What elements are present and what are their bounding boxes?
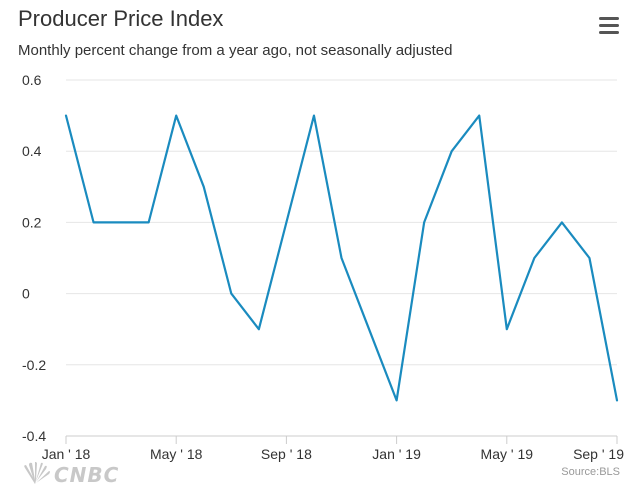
x-tick-label: May ' 19 [481,446,534,462]
y-tick-label: -0.4 [22,428,46,444]
series-line [64,114,619,402]
x-axis-labels: Jan ' 18 May ' 18 Sep ' 18 Jan ' 19 May ' 19… [42,436,624,462]
hamburger-menu-icon[interactable] [596,14,622,36]
data-point[interactable] [253,323,265,335]
data-point[interactable] [446,145,458,157]
x-tick-label: Jan ' 18 [42,446,91,462]
data-point[interactable] [391,394,403,406]
data-point[interactable] [473,110,485,122]
data-point[interactable] [170,110,182,122]
y-tick-label: 0.4 [22,143,42,159]
x-tick-label: Jan ' 19 [372,446,421,462]
data-point[interactable] [583,252,595,264]
data-point[interactable] [363,323,375,335]
source-note: Source:BLS [561,466,620,478]
data-point[interactable] [556,216,568,228]
x-tick-label: May ' 18 [150,446,203,462]
data-point[interactable] [115,216,127,228]
y-axis: 0.6 0.4 0.2 0 -0.2 -0.4 [22,72,46,444]
x-tick-label: Sep ' 19 [573,446,624,462]
data-point[interactable] [308,110,320,122]
y-tick-label: -0.2 [22,357,46,373]
y-tick-label: 0.6 [22,72,42,88]
data-point[interactable] [60,110,72,122]
data-point[interactable] [501,323,513,335]
data-point[interactable] [418,216,430,228]
data-point[interactable] [280,216,292,228]
data-point[interactable] [198,181,210,193]
cnbc-logo: CNBC [18,461,148,488]
logo-text: CNBC [54,463,120,487]
data-point[interactable] [336,252,348,264]
data-point[interactable] [528,252,540,264]
y-tick-label: 0 [22,286,30,302]
y-tick-label: 0.2 [22,214,42,230]
chart-title: Producer Price Index [18,6,224,31]
data-point[interactable] [143,216,155,228]
data-point[interactable] [88,216,100,228]
series-layer [60,110,623,406]
data-point[interactable] [225,288,237,300]
x-tick-label: Sep ' 18 [261,446,312,462]
chart-subtitle: Monthly percent change from a year ago, … [18,42,453,59]
peacock-icon [24,461,50,484]
data-point[interactable] [611,394,623,406]
